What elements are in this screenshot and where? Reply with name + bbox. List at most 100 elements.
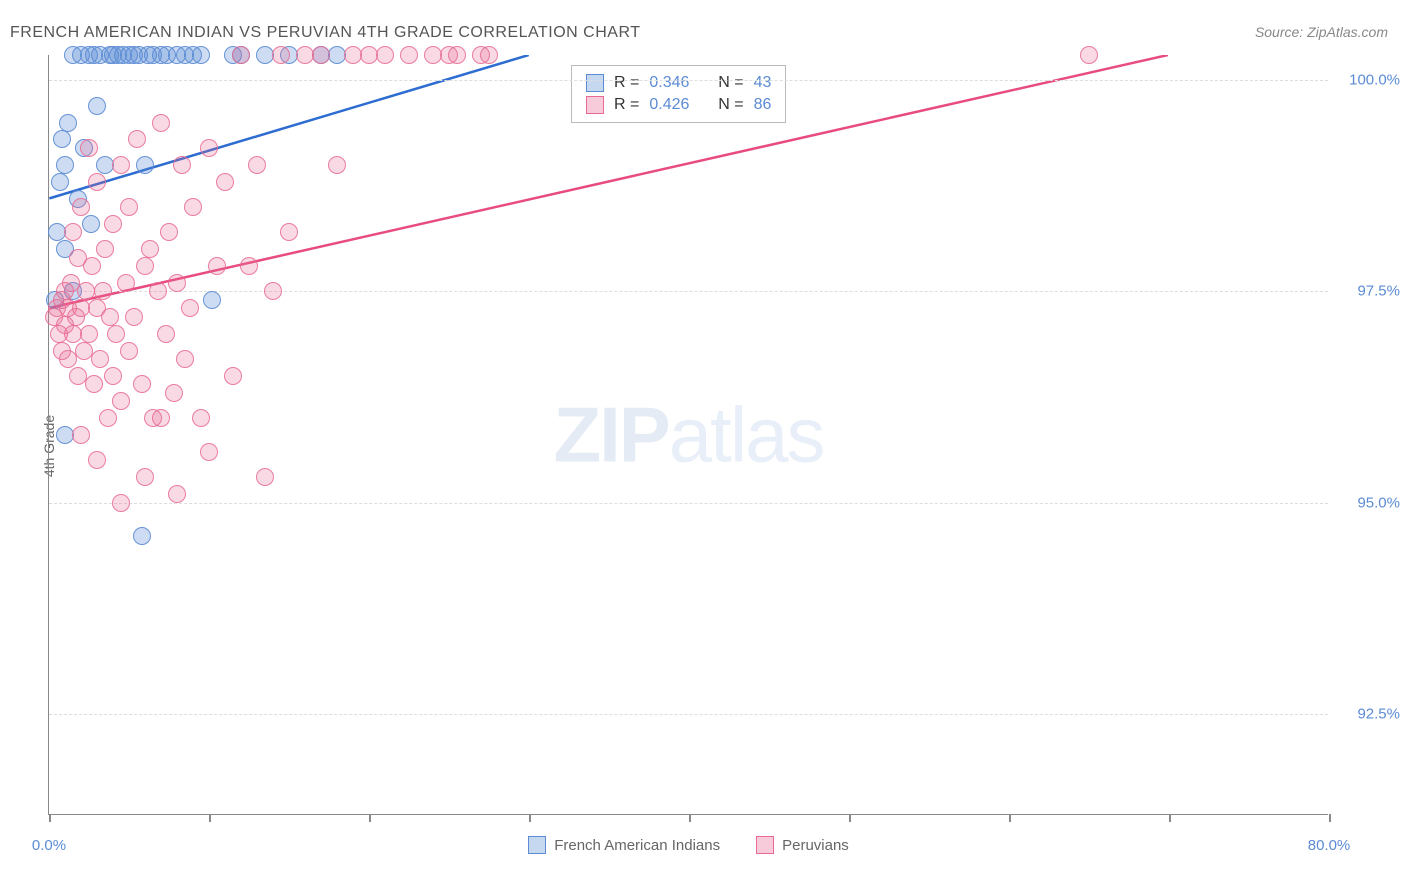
watermark: ZIPatlas bbox=[553, 389, 823, 480]
gridline bbox=[49, 714, 1328, 715]
data-point bbox=[232, 46, 250, 64]
data-point bbox=[152, 409, 170, 427]
x-tick bbox=[849, 814, 851, 822]
data-point bbox=[59, 114, 77, 132]
data-point bbox=[112, 156, 130, 174]
data-point bbox=[224, 367, 242, 385]
data-point bbox=[88, 97, 106, 115]
trend-line bbox=[49, 55, 528, 198]
data-point bbox=[376, 46, 394, 64]
legend-n-value: 86 bbox=[754, 96, 772, 114]
trend-lines bbox=[49, 55, 1328, 814]
data-point bbox=[120, 198, 138, 216]
source-link[interactable]: ZipAtlas.com bbox=[1307, 24, 1388, 40]
legend-n-label: N = bbox=[718, 74, 743, 92]
data-point bbox=[72, 198, 90, 216]
data-point bbox=[101, 308, 119, 326]
data-point bbox=[280, 223, 298, 241]
data-point bbox=[91, 350, 109, 368]
data-point bbox=[104, 367, 122, 385]
legend-label: French American Indians bbox=[554, 837, 720, 854]
data-point bbox=[117, 274, 135, 292]
data-point bbox=[72, 426, 90, 444]
x-tick bbox=[689, 814, 691, 822]
watermark-bold: ZIP bbox=[553, 390, 668, 478]
y-tick-label: 92.5% bbox=[1336, 705, 1400, 722]
data-point bbox=[88, 173, 106, 191]
series-legend: French American Indians Peruvians bbox=[49, 836, 1328, 854]
source-attribution: Source: ZipAtlas.com bbox=[1255, 24, 1388, 40]
data-point bbox=[200, 139, 218, 157]
legend-swatch bbox=[756, 836, 774, 854]
data-point bbox=[112, 494, 130, 512]
data-point bbox=[64, 223, 82, 241]
data-point bbox=[176, 350, 194, 368]
data-point bbox=[248, 156, 266, 174]
data-point bbox=[88, 451, 106, 469]
data-point bbox=[104, 215, 122, 233]
data-point bbox=[192, 409, 210, 427]
x-tick bbox=[49, 814, 51, 822]
legend-r-label: R = bbox=[614, 96, 639, 114]
data-point bbox=[152, 114, 170, 132]
data-point bbox=[120, 342, 138, 360]
data-point bbox=[136, 156, 154, 174]
chart-title: FRENCH AMERICAN INDIAN VS PERUVIAN 4TH G… bbox=[10, 24, 641, 42]
legend-n-value: 43 bbox=[754, 74, 772, 92]
data-point bbox=[168, 485, 186, 503]
legend-item: Peruvians bbox=[756, 836, 849, 854]
data-point bbox=[203, 291, 221, 309]
gridline bbox=[49, 80, 1328, 81]
legend-row: R = 0.346 N = 43 bbox=[586, 72, 771, 94]
data-point bbox=[149, 282, 167, 300]
watermark-rest: atlas bbox=[669, 390, 824, 478]
x-tick-label: 80.0% bbox=[1308, 837, 1351, 854]
data-point bbox=[83, 257, 101, 275]
data-point bbox=[141, 240, 159, 258]
data-point bbox=[312, 46, 330, 64]
source-prefix: Source: bbox=[1255, 24, 1307, 40]
data-point bbox=[125, 308, 143, 326]
data-point bbox=[160, 223, 178, 241]
correlation-legend: R = 0.346 N = 43R = 0.426 N = 86 bbox=[571, 65, 786, 123]
data-point bbox=[133, 375, 151, 393]
plot-area: ZIPatlas R = 0.346 N = 43R = 0.426 N = 8… bbox=[48, 55, 1328, 815]
data-point bbox=[1080, 46, 1098, 64]
legend-n-label: N = bbox=[718, 96, 743, 114]
data-point bbox=[80, 139, 98, 157]
data-point bbox=[85, 375, 103, 393]
data-point bbox=[173, 156, 191, 174]
x-tick bbox=[369, 814, 371, 822]
data-point bbox=[56, 156, 74, 174]
legend-swatch bbox=[586, 96, 604, 114]
legend-r-label: R = bbox=[614, 74, 639, 92]
data-point bbox=[157, 325, 175, 343]
y-tick-label: 95.0% bbox=[1336, 494, 1400, 511]
data-point bbox=[107, 325, 125, 343]
data-point bbox=[328, 156, 346, 174]
data-point bbox=[264, 282, 282, 300]
x-tick bbox=[1169, 814, 1171, 822]
data-point bbox=[82, 215, 100, 233]
data-point bbox=[168, 274, 186, 292]
data-point bbox=[480, 46, 498, 64]
gridline bbox=[49, 503, 1328, 504]
data-point bbox=[99, 409, 117, 427]
data-point bbox=[448, 46, 466, 64]
gridline bbox=[49, 291, 1328, 292]
legend-r-value: 0.426 bbox=[649, 96, 689, 114]
data-point bbox=[272, 46, 290, 64]
data-point bbox=[51, 173, 69, 191]
x-tick-label: 0.0% bbox=[32, 837, 66, 854]
data-point bbox=[128, 130, 146, 148]
x-tick bbox=[1329, 814, 1331, 822]
x-tick bbox=[529, 814, 531, 822]
data-point bbox=[200, 443, 218, 461]
data-point bbox=[136, 257, 154, 275]
y-tick-label: 100.0% bbox=[1336, 72, 1400, 89]
data-point bbox=[208, 257, 226, 275]
data-point bbox=[400, 46, 418, 64]
data-point bbox=[192, 46, 210, 64]
legend-item: French American Indians bbox=[528, 836, 720, 854]
x-tick bbox=[1009, 814, 1011, 822]
